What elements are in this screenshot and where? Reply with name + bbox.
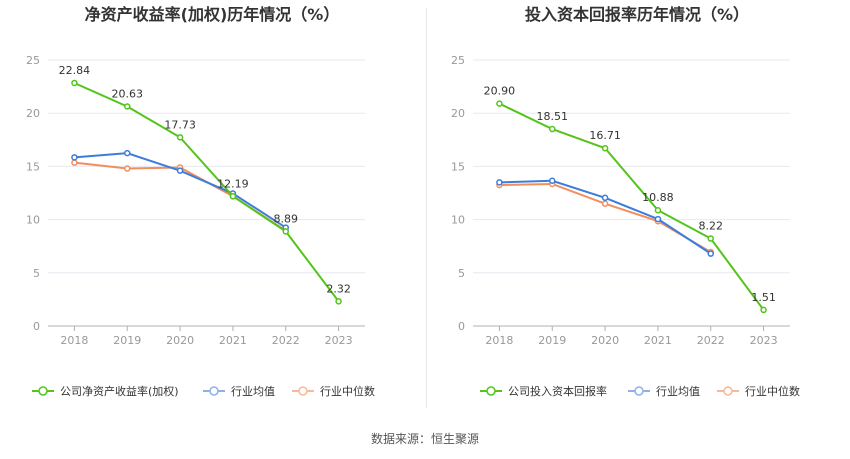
data-point-company[interactable] bbox=[601, 144, 609, 152]
roe-chart-panel: 净资产收益率(加权)历年情况（%） 0 5 10 15 20 25 2018 2019 2020 2… bbox=[0, 0, 425, 420]
x-tick-label: 2020 bbox=[166, 334, 194, 347]
y-tick-label: 0 bbox=[33, 320, 40, 333]
data-point-company[interactable] bbox=[707, 235, 714, 242]
legend-label: 行业中位数 bbox=[745, 384, 800, 398]
data-point-industry_avg[interactable] bbox=[496, 179, 503, 186]
data-point-industry_avg[interactable] bbox=[71, 154, 78, 161]
legend-item-company[interactable]: 公司投入资本回报率 bbox=[480, 384, 607, 398]
data-point-company[interactable] bbox=[124, 103, 131, 110]
data-label: 16.71 bbox=[589, 129, 621, 142]
x-tick-label: 2020 bbox=[591, 334, 619, 347]
data-label: 22.84 bbox=[59, 64, 91, 77]
legend-marker bbox=[486, 386, 496, 396]
data-label: 12.19 bbox=[217, 177, 249, 190]
legend-item-industry_median[interactable]: 行业中位数 bbox=[292, 384, 375, 398]
x-tick-label: 2019 bbox=[113, 334, 141, 347]
data-point-company[interactable] bbox=[176, 134, 184, 141]
y-tick-label: 5 bbox=[458, 267, 465, 280]
data-source-text: 数据来源：恒生聚源 bbox=[370, 432, 479, 446]
data-label: 8.89 bbox=[274, 212, 299, 225]
chart-title: 净资产收益率(加权)历年情况（%） bbox=[85, 5, 340, 24]
x-tick-label: 2023 bbox=[750, 334, 778, 347]
roic-chart-panel: 投入资本回报率历年情况（%） 0 5 10 15 20 25 2018 2019 2020 2021… bbox=[425, 0, 850, 420]
y-tick-label: 10 bbox=[451, 214, 465, 227]
data-point-industry_avg[interactable] bbox=[549, 177, 556, 185]
legend-label: 公司净资产收益率(加权) bbox=[60, 384, 179, 398]
x-tick-label: 2018 bbox=[485, 334, 513, 347]
legend-marker bbox=[298, 386, 308, 396]
data-label: 8.22 bbox=[699, 220, 724, 233]
legend-marker bbox=[723, 386, 733, 396]
y-tick-label: 20 bbox=[451, 107, 465, 120]
legend-item-company[interactable]: 公司净资产收益率(加权) bbox=[32, 384, 179, 398]
data-label: 1.51 bbox=[751, 291, 776, 304]
data-point-company[interactable] bbox=[335, 298, 342, 305]
data-label: 20.90 bbox=[484, 85, 516, 98]
data-point-industry_median[interactable] bbox=[124, 165, 131, 172]
legend-marker bbox=[209, 386, 219, 396]
data-point-company[interactable] bbox=[549, 125, 556, 133]
data-point-company[interactable] bbox=[654, 206, 662, 214]
data-point-industry_avg[interactable] bbox=[707, 250, 714, 257]
x-tick-label: 2021 bbox=[644, 334, 672, 347]
data-point-industry_avg[interactable] bbox=[601, 194, 609, 202]
roic-chart: 投入资本回报率历年情况（%） 0 5 10 15 20 25 2018 2019 2020 2021… bbox=[451, 5, 800, 398]
data-point-industry_median[interactable] bbox=[71, 159, 78, 166]
data-label: 20.63 bbox=[112, 87, 144, 100]
legend-item-industry_avg[interactable]: 行业均值 bbox=[203, 385, 275, 398]
series-line-industry_median bbox=[499, 182, 712, 253]
legend-marker bbox=[634, 386, 644, 396]
series-line-industry_avg bbox=[499, 179, 712, 255]
x-tick-label: 2022 bbox=[272, 334, 300, 347]
y-tick-label: 25 bbox=[451, 54, 465, 67]
x-tick-label: 2018 bbox=[60, 334, 88, 347]
data-label: 18.51 bbox=[537, 110, 569, 123]
y-tick-label: 25 bbox=[26, 54, 40, 67]
series-line-company bbox=[74, 82, 340, 302]
legend-label: 公司投入资本回报率 bbox=[508, 384, 607, 398]
legend-label: 行业均值 bbox=[656, 385, 700, 398]
data-point-industry_median[interactable] bbox=[601, 200, 609, 207]
y-tick-label: 10 bbox=[26, 214, 40, 227]
data-label: 10.88 bbox=[642, 191, 674, 204]
roe-chart: 净资产收益率(加权)历年情况（%） 0 5 10 15 20 25 2018 2019 2020 2… bbox=[26, 5, 375, 398]
data-point-industry_avg[interactable] bbox=[654, 215, 662, 223]
data-label: 2.32 bbox=[326, 282, 351, 295]
data-point-company[interactable] bbox=[496, 100, 503, 107]
panel-divider bbox=[426, 8, 427, 408]
x-tick-label: 2021 bbox=[219, 334, 247, 347]
series-line-company bbox=[498, 102, 765, 311]
data-point-company[interactable] bbox=[71, 79, 78, 87]
y-tick-label: 15 bbox=[451, 160, 465, 173]
data-label: 17.73 bbox=[164, 118, 196, 131]
y-tick-label: 5 bbox=[33, 267, 40, 280]
data-point-industry_avg[interactable] bbox=[176, 167, 184, 174]
x-tick-label: 2019 bbox=[538, 334, 566, 347]
legend-label: 行业均值 bbox=[231, 385, 275, 398]
chart-title: 投入资本回报率历年情况（%） bbox=[525, 5, 749, 24]
data-point-industry_avg[interactable] bbox=[124, 149, 131, 157]
data-point-company[interactable] bbox=[760, 306, 767, 314]
legend-item-industry_median[interactable]: 行业中位数 bbox=[717, 384, 800, 398]
data-point-company[interactable] bbox=[229, 193, 237, 200]
data-point-company[interactable] bbox=[282, 228, 289, 235]
x-tick-label: 2022 bbox=[697, 334, 725, 347]
x-tick-label: 2023 bbox=[325, 334, 353, 347]
legend-item-industry_avg[interactable]: 行业均值 bbox=[628, 385, 700, 398]
y-tick-label: 0 bbox=[458, 320, 465, 333]
legend-label: 行业中位数 bbox=[320, 384, 375, 398]
y-tick-label: 20 bbox=[26, 107, 40, 120]
legend-marker bbox=[38, 386, 48, 396]
y-tick-label: 15 bbox=[26, 160, 40, 173]
